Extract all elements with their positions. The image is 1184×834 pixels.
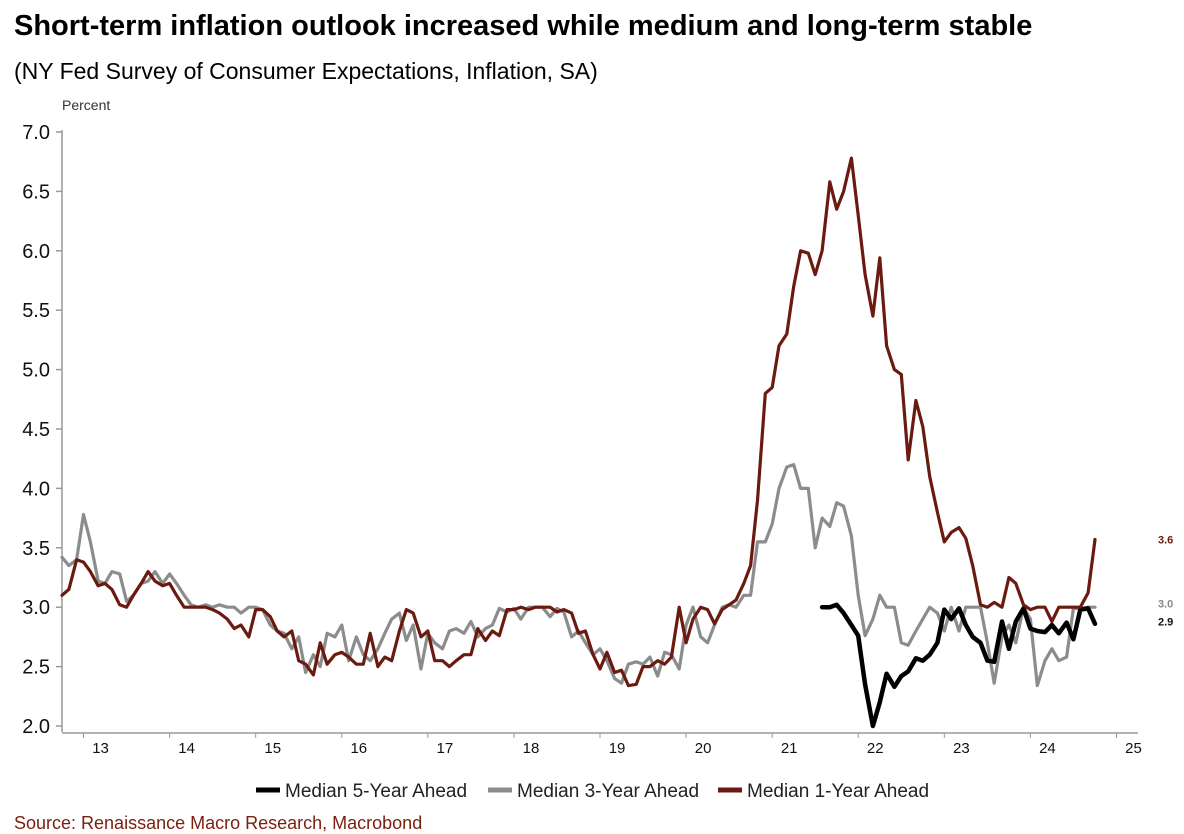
x-tick-label: 13: [92, 740, 109, 757]
y-tick-label: 2.0: [22, 716, 50, 738]
end-label: 3.0: [1158, 599, 1173, 611]
legend-label: Median 3-Year Ahead: [517, 781, 699, 802]
x-tick-label: 21: [781, 740, 798, 757]
series-lines: [60, 156, 1098, 729]
y-tick-label: 3.5: [22, 538, 50, 560]
x-tick-label: 15: [264, 740, 281, 757]
x-tick-label: 16: [350, 740, 367, 757]
legend: Median 5-Year Ahead Median 3-Year Ahead Me…: [256, 781, 929, 802]
y-axis: Percent 2.0 2.5 3.0 3.5 4.0 4.5 5.0 5.5 6.0 6.5 7.0: [22, 97, 110, 738]
y-tick-label: 5.5: [22, 300, 50, 322]
end-label: 3.6: [1158, 534, 1173, 546]
x-tick-label: 18: [523, 740, 540, 757]
x-tick-label: 17: [437, 740, 454, 757]
y-tick-label: 4.0: [22, 478, 50, 500]
x-tick-label: 25: [1125, 740, 1142, 757]
y-axis-unit-label: Percent: [62, 97, 110, 113]
legend-label: Median 1-Year Ahead: [747, 781, 929, 802]
y-tick-label: 3.0: [22, 597, 50, 619]
end-labels: 2.9 3.0 3.6: [1158, 534, 1173, 628]
legend-label: Median 5-Year Ahead: [285, 781, 467, 802]
end-label: 2.9: [1158, 616, 1173, 628]
chart-title: Short-term inflation outlook increased w…: [14, 10, 1033, 42]
series-line-median-1-year-ahead: [60, 156, 1097, 688]
y-tick-label: 2.5: [22, 657, 50, 679]
y-tick-label: 4.5: [22, 419, 50, 441]
x-axis: 13 14 15 16 17 18 19 20 21 22 23 24 25: [62, 732, 1142, 757]
series-line-median-5-year-ahead: [819, 602, 1098, 729]
x-tick-label: 20: [695, 740, 712, 757]
source-note: Source: Renaissance Macro Research, Macr…: [14, 813, 423, 833]
y-tick-label: 6.5: [22, 181, 50, 203]
series-line-median-3-year-ahead: [60, 463, 1097, 688]
x-tick-label: 24: [1039, 740, 1056, 757]
chart-subtitle: (NY Fed Survey of Consumer Expectations,…: [14, 58, 598, 84]
x-tick-label: 22: [867, 740, 884, 757]
y-tick-label: 6.0: [22, 241, 50, 263]
x-tick-label: 23: [953, 740, 970, 757]
x-tick-label: 19: [609, 740, 626, 757]
x-tick-label: 14: [178, 740, 195, 757]
y-tick-label: 5.0: [22, 360, 50, 382]
y-tick-label: 7.0: [22, 122, 50, 144]
